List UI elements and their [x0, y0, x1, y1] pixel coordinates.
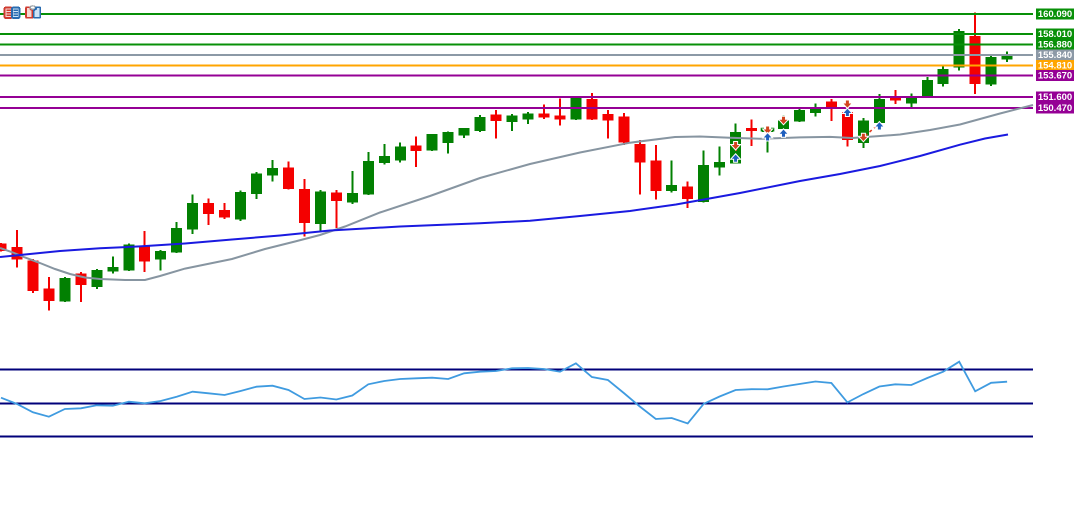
svg-text:155.840: 155.840 — [1038, 50, 1072, 61]
svg-text:150.470: 150.470 — [1038, 103, 1072, 114]
svg-text:160.090: 160.090 — [1038, 9, 1072, 20]
svg-text:158.010: 158.010 — [1038, 29, 1072, 40]
svg-text:154.810: 154.810 — [1038, 61, 1072, 72]
svg-text:153.670: 153.670 — [1038, 71, 1072, 82]
svg-text:156.880: 156.880 — [1038, 40, 1072, 51]
svg-text:151.600: 151.600 — [1038, 92, 1072, 103]
